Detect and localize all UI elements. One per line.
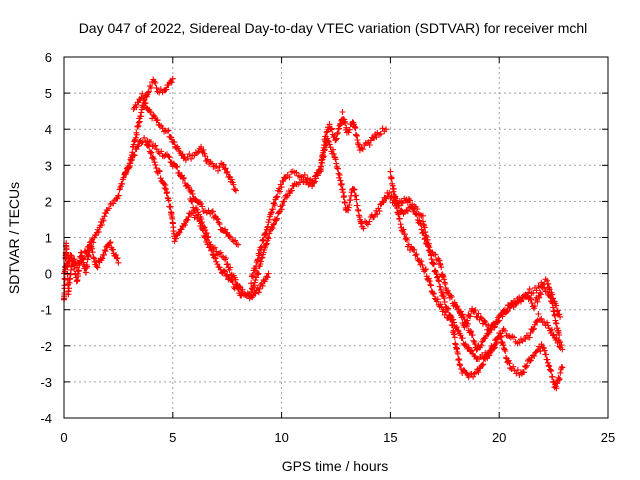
x-tick-label: 25: [601, 430, 615, 445]
x-tick-label: 20: [492, 430, 506, 445]
series-markers: [457, 276, 564, 353]
series-track-i: [391, 197, 564, 334]
series-track-l: [61, 239, 122, 303]
series-markers: [248, 109, 389, 287]
series-track-c: [121, 134, 242, 248]
y-tick-label: 4: [45, 122, 52, 137]
series-track-g: [317, 135, 426, 232]
series-markers: [187, 165, 324, 299]
y-tick-label: 2: [45, 194, 52, 209]
y-axis-label: SDTVAR / TECUs: [6, 182, 22, 294]
y-tick-label: 0: [45, 267, 52, 282]
series-markers: [130, 90, 239, 194]
series-track-a: [61, 75, 176, 277]
series-markers: [317, 135, 426, 232]
y-tick-label: -1: [40, 303, 52, 318]
x-tick-label: 10: [274, 430, 288, 445]
chart-title: Day 047 of 2022, Sidereal Day-to-day VTE…: [79, 20, 588, 36]
data-points: [61, 75, 566, 392]
ticks: 0 5 10 15 20 25 -4 -3 -2 -1 0 1 2 3 4 5 6: [40, 50, 615, 445]
series-markers: [121, 134, 242, 248]
series-track-b: [130, 90, 239, 194]
series-track-f: [248, 109, 389, 287]
series-markers: [420, 218, 566, 392]
x-axis-label: GPS time / hours: [282, 458, 389, 474]
x-tick-label: 5: [169, 430, 176, 445]
y-tick-label: -4: [40, 411, 52, 426]
x-tick-label: 0: [60, 430, 67, 445]
y-tick-label: 6: [45, 50, 52, 65]
x-tick-label: 15: [383, 430, 397, 445]
y-tick-label: -2: [40, 339, 52, 354]
series-markers: [391, 197, 564, 334]
series-track-j: [420, 218, 566, 392]
y-tick-label: -3: [40, 375, 52, 390]
y-tick-label: 3: [45, 158, 52, 173]
y-tick-label: 1: [45, 231, 52, 246]
series-track-e: [187, 165, 324, 299]
series-track-k: [457, 276, 564, 353]
series-markers: [61, 75, 176, 277]
y-tick-label: 5: [45, 86, 52, 101]
series-markers: [61, 239, 122, 303]
